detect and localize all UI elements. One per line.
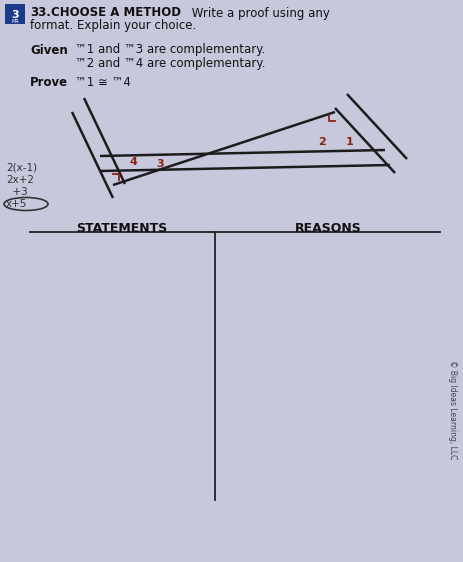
- Text: +3: +3: [6, 187, 28, 197]
- Text: Write a proof using any: Write a proof using any: [188, 7, 329, 20]
- Text: STATEMENTS: STATEMENTS: [76, 221, 167, 234]
- Text: 3: 3: [156, 159, 163, 169]
- Text: 33.: 33.: [30, 7, 51, 20]
- Text: ™1 ≅ ™4: ™1 ≅ ™4: [75, 75, 131, 88]
- Text: Given: Given: [30, 43, 68, 57]
- Text: © Big Ideas Learning, LLC: © Big Ideas Learning, LLC: [448, 360, 457, 460]
- Text: MR: MR: [11, 19, 19, 24]
- Text: 1: 1: [345, 137, 353, 147]
- Text: 3: 3: [11, 10, 19, 20]
- Text: 2: 2: [318, 137, 325, 147]
- Text: ™2 and ™4 are complementary.: ™2 and ™4 are complementary.: [75, 57, 265, 70]
- Text: 2(x-1): 2(x-1): [6, 163, 37, 173]
- Bar: [5, 4, 25, 24]
- Text: format. Explain your choice.: format. Explain your choice.: [30, 20, 196, 33]
- Text: x+5: x+5: [6, 199, 27, 209]
- Text: 4: 4: [129, 157, 137, 167]
- Text: CHOOSE A METHOD: CHOOSE A METHOD: [51, 7, 181, 20]
- Text: ™1 and ™3 are complementary.: ™1 and ™3 are complementary.: [75, 43, 265, 57]
- Text: 2x+2: 2x+2: [6, 175, 34, 185]
- Text: REASONS: REASONS: [294, 221, 361, 234]
- Text: Prove: Prove: [30, 75, 68, 88]
